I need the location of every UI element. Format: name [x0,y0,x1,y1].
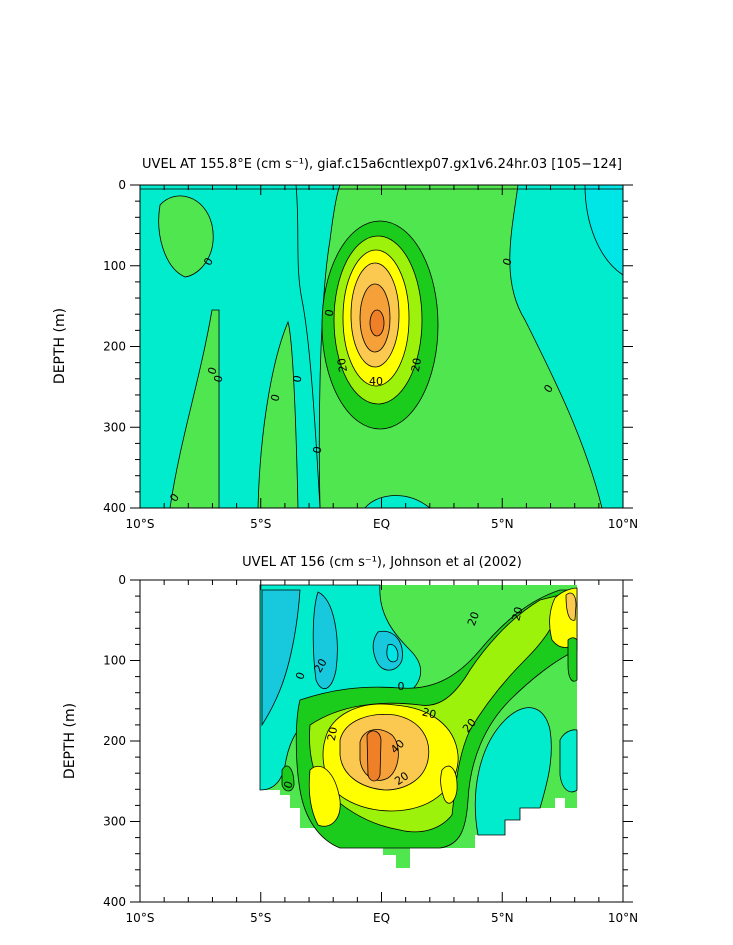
bottom-y-tick-label: 200 [103,734,126,748]
bottom-x-tick-label: 5°N [491,911,514,925]
bottom-panel: UVEL AT 156 (cm s⁻¹), Johnson et al (200… [62,555,638,925]
bottom-clabel: 20 [509,605,525,622]
bottom-title: UVEL AT 156 (cm s⁻¹), Johnson et al (200… [242,555,522,570]
bottom-x-tick-label: EQ [373,911,390,925]
top-contour-west [295,185,321,508]
top-ylabel: DEPTH (m) [52,308,68,384]
top-y-tick-label: 400 [103,501,126,515]
bottom-ylabel: DEPTH (m) [62,703,78,779]
top-title: UVEL AT 155.8°E (cm s⁻¹), giaf.c15a6cntl… [142,157,622,172]
bottom-clabel: 0 [281,779,296,790]
bottom-clabel: 0 [293,670,308,681]
bottom-x-tick-label: 5°S [250,911,271,925]
bottom-x-tick-label: 10°S [126,911,155,925]
top-contour-east [584,185,623,276]
top-clabel: 0 [205,365,220,376]
bottom-x-tick-label: 10°N [608,911,638,925]
top-x-tick-label: 5°S [250,517,271,531]
top-x-tick-label: 10°N [608,517,638,531]
bottom-fill-ne-40 [565,592,577,621]
bottom-fill-se-neg [474,707,552,836]
top-x-tick-label: EQ [373,517,390,531]
top-clabel: 20 [409,357,424,373]
top-y-tick-label: 0 [118,178,126,192]
bottom-fill-core [366,730,382,782]
bottom-fill-east-edge-2 [567,637,578,682]
bottom-y-tick-label: 100 [103,654,126,668]
top-x-tick-label: 5°N [491,517,514,531]
bottom-y-tick-label: 300 [103,815,126,829]
top-y-tick-label: 100 [103,259,126,273]
bottom-fill-west-neg10 [261,589,301,727]
top-clabel: 0 [322,308,336,317]
top-fill-sw-blob [158,195,214,278]
top-clabel: 0 [310,445,324,454]
top-clabel: 0 [268,393,282,403]
top-y-tick-label: 200 [103,340,126,354]
bottom-fill-east-edge [559,729,578,793]
bottom-y-tick-label: 400 [103,895,126,909]
bottom-fill-yellow-south [308,765,341,827]
top-panel: UVEL AT 155.8°E (cm s⁻¹), giaf.c15a6cntl… [52,157,638,531]
bottom-fill-east-lobe [440,765,458,804]
top-clabel: 0 [290,374,304,383]
top-clabel: 40 [369,375,383,388]
top-clabel: 0 [211,374,225,384]
top-fill-mid-band [257,320,299,508]
top-y-tick-label: 300 [103,420,126,434]
bottom-clabel: 20 [311,656,329,675]
bottom-clabel: 20 [465,610,482,628]
top-fill-west-band [169,309,220,508]
top-clabel: 0 [500,256,515,267]
top-x-tick-label: 10°S [126,517,155,531]
top-fill-60 [369,309,385,337]
bottom-clabel: 20 [325,726,340,742]
bottom-fill-neg10-b [312,591,338,690]
bottom-clabel: 0 [398,680,405,693]
top-contour-field [140,185,623,508]
top-clabel: 20 [335,357,350,373]
bottom-clabel: 20 [421,705,438,721]
top-fill-east-negative [585,185,623,275]
bottom-y-tick-label: 0 [118,573,126,587]
bottom-fill-west-lobe [281,765,295,792]
bottom-fill-neg20 [386,644,399,663]
bottom-contour-field [259,584,578,868]
